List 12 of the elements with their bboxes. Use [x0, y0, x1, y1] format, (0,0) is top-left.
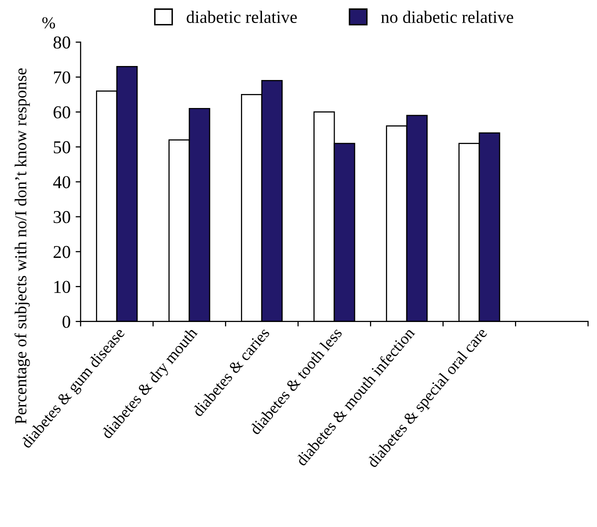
- y-tick-label: 30: [54, 210, 70, 224]
- legend-label: no diabetic relative: [381, 10, 514, 24]
- y-tick-label: 10: [54, 280, 70, 293]
- y-tick-label: 70: [54, 71, 70, 84]
- y-tick-label: 20: [54, 246, 70, 258]
- text: %: [42, 17, 56, 28]
- legend-label: diabetic relative: [186, 10, 297, 24]
- y-tick-label: 80: [54, 36, 70, 49]
- y-tick-label: 0: [62, 316, 70, 328]
- y-tick-label: 50: [54, 141, 70, 154]
- y-tick-label: 40: [53, 176, 70, 188]
- y-tick-label: 60: [54, 106, 70, 118]
